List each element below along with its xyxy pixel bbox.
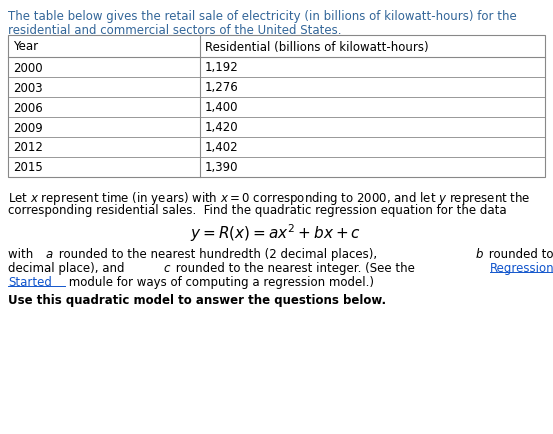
Text: 1,276: 1,276 xyxy=(205,81,239,94)
Text: b: b xyxy=(475,247,483,260)
Text: c: c xyxy=(163,261,170,274)
Text: 1,400: 1,400 xyxy=(205,101,238,114)
Text: 2009: 2009 xyxy=(13,121,43,134)
Text: module for ways of computing a regression model.): module for ways of computing a regressio… xyxy=(65,275,374,288)
Text: 2015: 2015 xyxy=(13,161,43,174)
Text: Regression: Regression xyxy=(490,261,553,274)
Text: residential and commercial sectors of the United States.: residential and commercial sectors of th… xyxy=(8,24,342,37)
Text: 2003: 2003 xyxy=(13,81,43,94)
Text: rounded to the nearest integer. (See the: rounded to the nearest integer. (See the xyxy=(171,261,418,274)
Text: rounded to the nearest hundredth (2 decimal places),: rounded to the nearest hundredth (2 deci… xyxy=(55,247,380,260)
Text: $y = R(x) = ax^2 + bx + c$: $y = R(x) = ax^2 + bx + c$ xyxy=(190,221,362,243)
Text: Let $x$ represent time (in years) with $x = 0$ corresponding to 2000, and let $y: Let $x$ represent time (in years) with $… xyxy=(8,190,530,207)
Text: Started: Started xyxy=(8,275,52,288)
Text: 1,402: 1,402 xyxy=(205,141,239,154)
Text: 2000: 2000 xyxy=(13,61,43,74)
Text: corresponding residential sales.  Find the quadratic regression equation for the: corresponding residential sales. Find th… xyxy=(8,204,507,217)
Text: The table below gives the retail sale of electricity (in billions of kilowatt-ho: The table below gives the retail sale of… xyxy=(8,10,517,23)
Text: rounded to the nearest tenth (1: rounded to the nearest tenth (1 xyxy=(485,247,553,260)
Text: a: a xyxy=(45,247,53,260)
Text: decimal place), and: decimal place), and xyxy=(8,261,128,274)
Text: Residential (billions of kilowatt-hours): Residential (billions of kilowatt-hours) xyxy=(205,40,429,53)
Text: with: with xyxy=(8,247,37,260)
Text: 2006: 2006 xyxy=(13,101,43,114)
Text: 1,192: 1,192 xyxy=(205,61,239,74)
Text: 1,390: 1,390 xyxy=(205,161,238,174)
Text: Year: Year xyxy=(13,40,38,53)
Text: 2012: 2012 xyxy=(13,141,43,154)
Text: Use this quadratic model to answer the questions below.: Use this quadratic model to answer the q… xyxy=(8,293,386,306)
Text: 1,420: 1,420 xyxy=(205,121,239,134)
Bar xyxy=(8,36,545,178)
